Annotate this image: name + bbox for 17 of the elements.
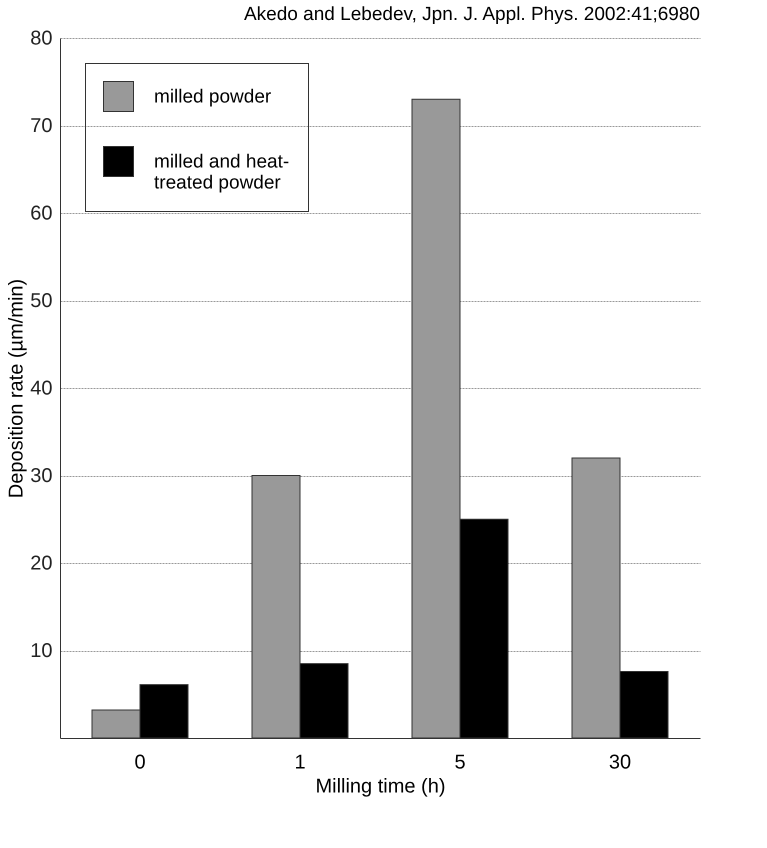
legend-label: milled and heat-treated powder [154,152,290,194]
x-tick-label: 30 [608,752,632,774]
legend-label: milled powder [154,86,272,108]
y-tick-label: 20 [30,552,52,574]
y-tick-label: 60 [30,202,52,224]
y-axis-title: Deposition rate (µm/min) [5,278,28,498]
y-tick-label: 10 [30,640,52,662]
x-tick-label: 1 [294,752,306,774]
y-tick-label: 50 [30,290,52,312]
y-tick-label: 30 [30,465,52,487]
text: Akedo and Lebedev, Jpn. J. Appl. Phys. 2002:41;6980 [244,4,700,25]
x-axis-title: Milling time (h) [315,776,446,798]
y-tick-label: 70 [30,115,52,137]
x-tick-label: 5 [454,752,466,774]
y-tick-label: 80 [30,28,52,50]
x-tick-label: 0 [134,752,146,774]
y-tick-label: 40 [30,378,52,400]
